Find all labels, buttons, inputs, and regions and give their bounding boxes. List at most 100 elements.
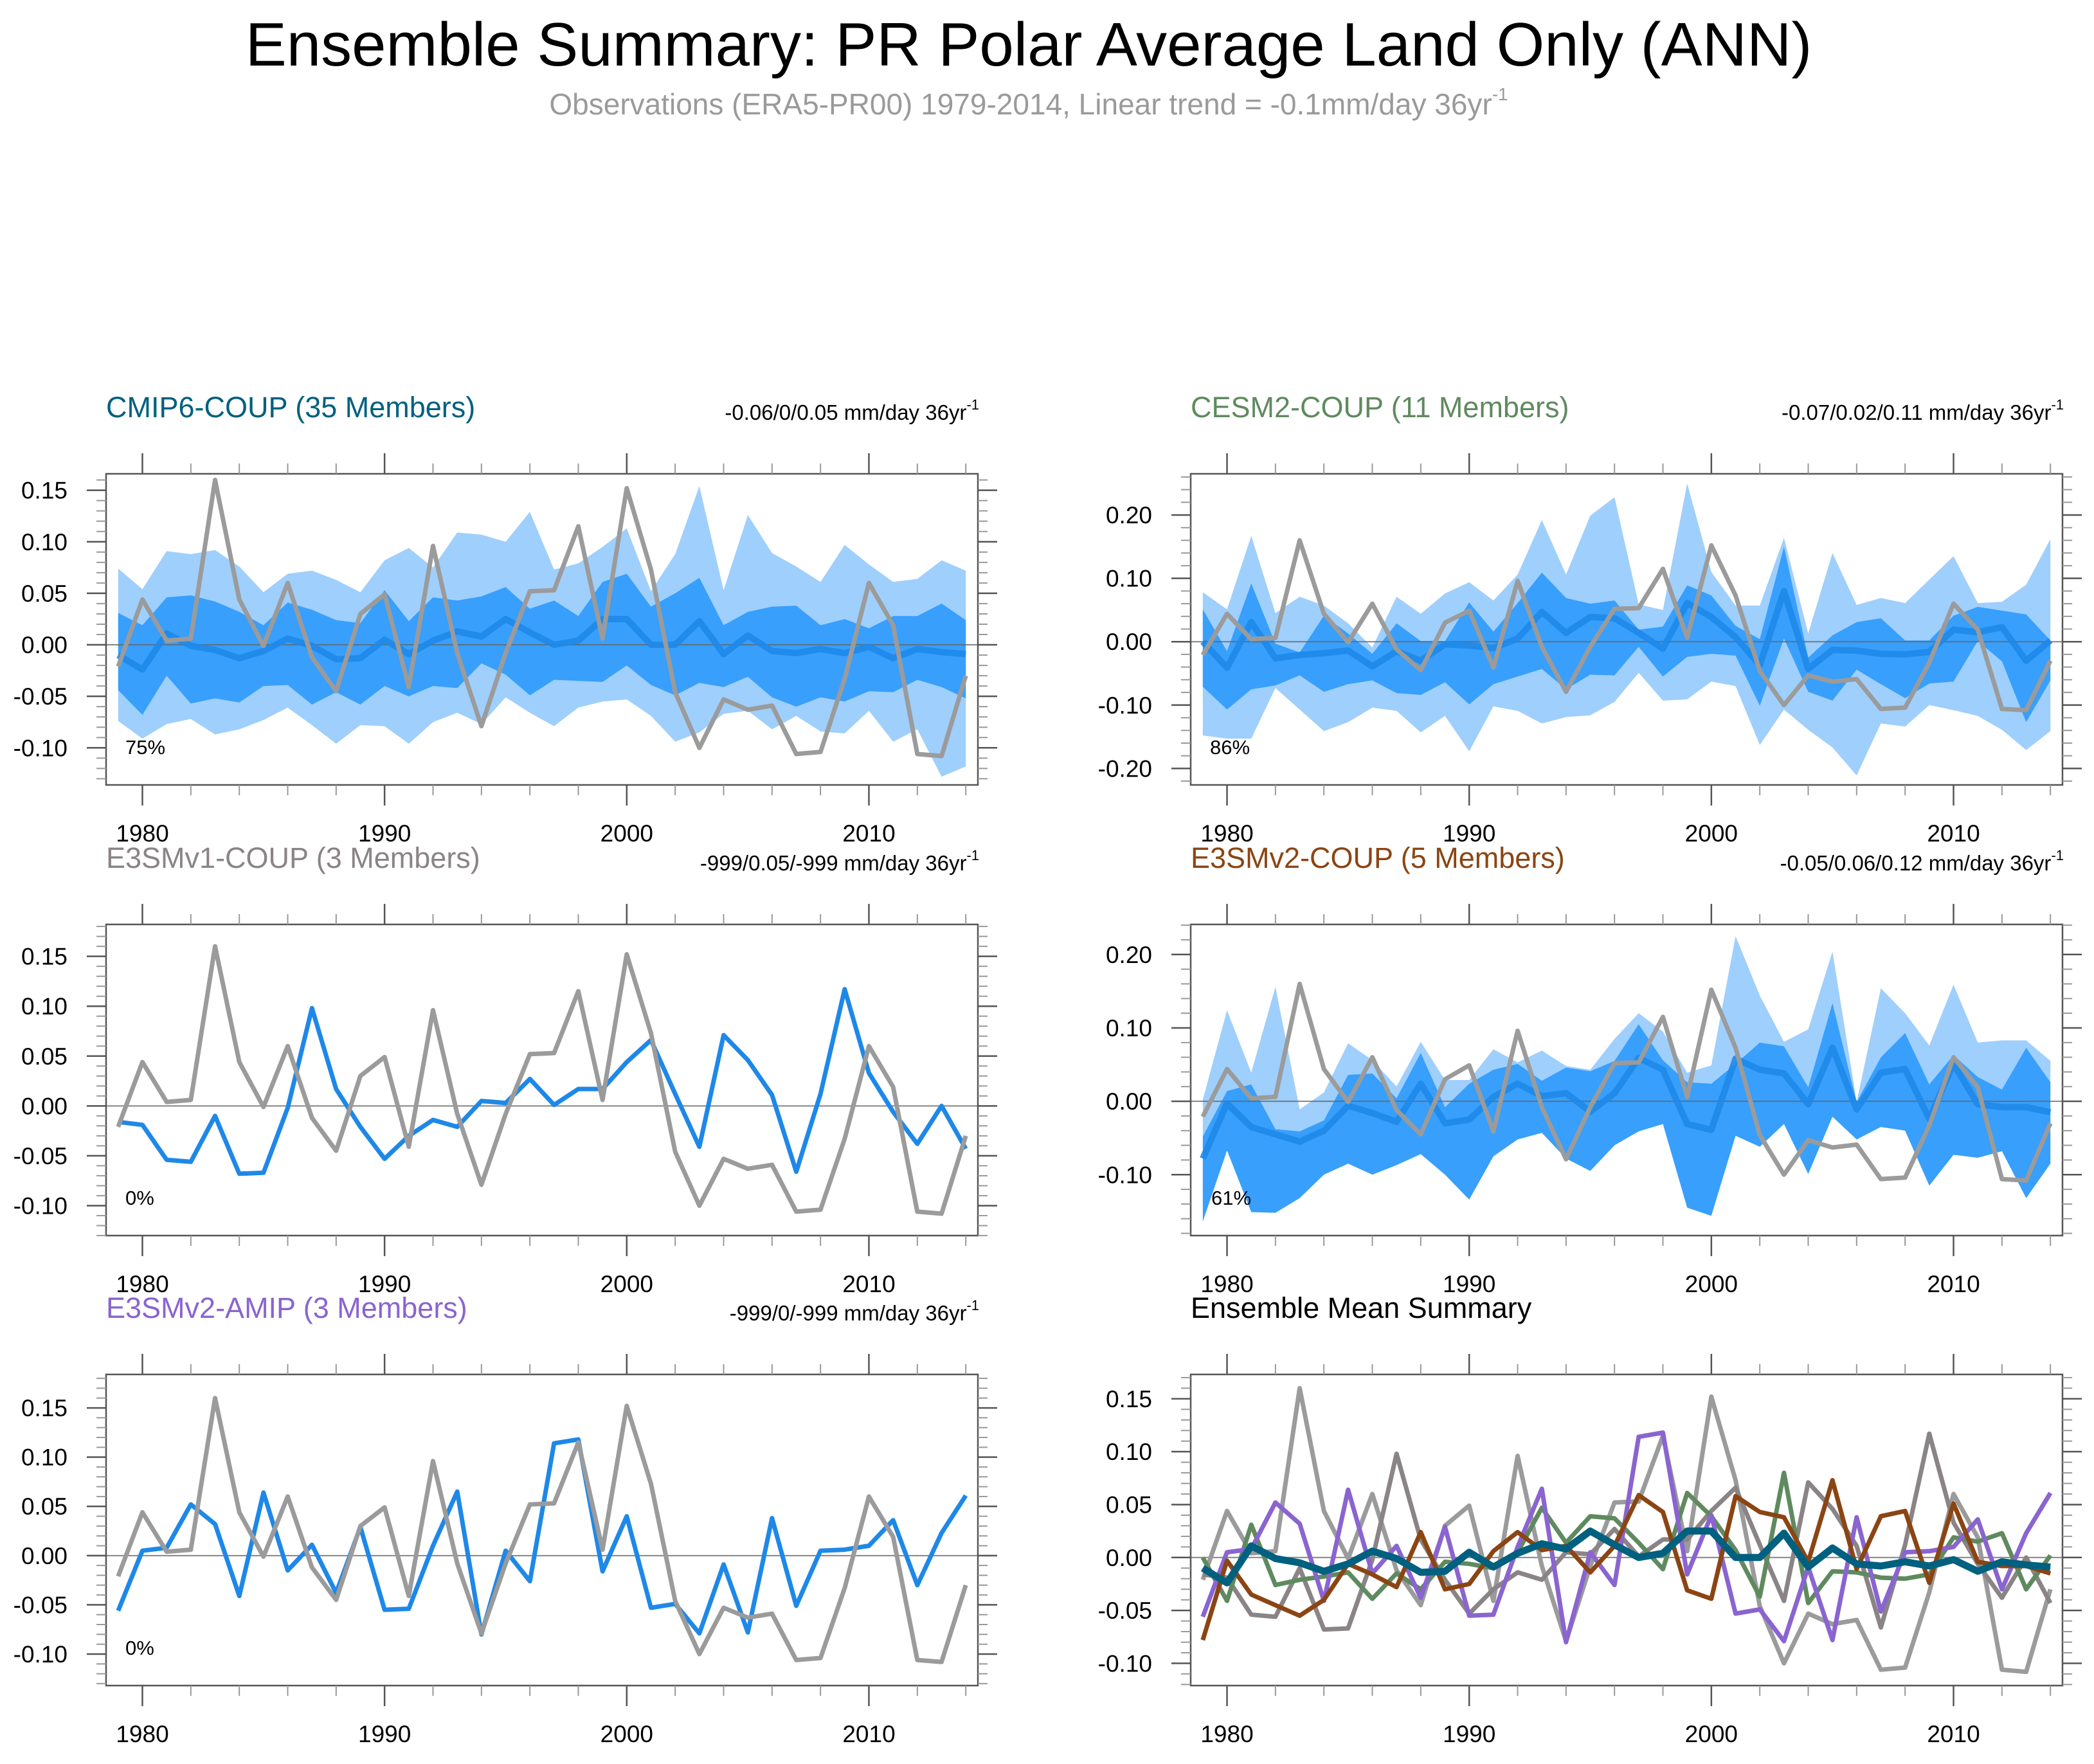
percent-within-spread-label: 0% [125,1187,154,1209]
y-tick-label: -0.05 [14,1143,68,1169]
panel-e3smv2_amip: E3SMv2-AMIP (3 Members) -999/0/-999 mm/da… [14,1292,997,1747]
x-tick-label: 2000 [1685,1721,1738,1747]
y-tick-label: 0.00 [1106,1545,1152,1571]
y-tick-label: 0.00 [21,1543,68,1569]
y-tick-label: 0.15 [21,944,68,970]
y-tick-label: 0.10 [1106,1439,1152,1465]
trend-value: -0.06/0/0.05 mm/day 36yr [725,401,966,424]
percent-within-spread-label: 75% [125,736,165,759]
trend-superscript: -1 [2051,397,2064,413]
panel-e3smv1: E3SMv1-COUP (3 Members) -999/0.05/-999 mm… [14,842,997,1297]
series-line-cmip6-coup-ensemble-mean [116,616,966,673]
plot-area [1191,936,2062,1222]
y-tick-label: 0.20 [1106,502,1152,528]
panel-e3smv2_coup: E3SMv2-COUP (5 Members) -0.05/0.06/0.12 m… [1098,842,2082,1297]
series-line-e3smv2-amip [1200,1430,2053,1644]
panel-title: CMIP6-COUP (35 Members) [106,391,475,424]
x-tick-label: 1980 [1200,1721,1253,1747]
series-line-cesm2-coup-ensemble-mean [1200,588,2053,672]
panel-trend-text: -0.06/0/0.05 mm/day 36yr-1 [725,397,979,424]
trend-value: -0.05/0.06/0.12 mm/day 36yr [1780,851,2052,875]
x-tick-label: 2000 [1685,1271,1738,1297]
plot-frame [105,1373,979,1687]
panel-title: CESM2-COUP (11 Members) [1191,391,1569,424]
y-tick-label: -0.10 [1098,1650,1152,1677]
x-tick-label: 2000 [600,820,653,847]
trend-superscript: -1 [966,1297,979,1313]
x-tick-label: 2000 [600,1721,653,1747]
plot-frame [1189,923,2064,1237]
y-tick-label: 0.10 [21,993,68,1020]
trend-superscript: -1 [2051,847,2064,863]
y-tick-label: 0.00 [1106,629,1152,655]
y-tick-label: 0.15 [1106,1386,1152,1412]
panel-trend-text: -999/0.05/-999 mm/day 36yr-1 [700,847,979,875]
y-tick-label: 0.10 [1106,566,1152,592]
plot-area [106,1396,978,1664]
panels-grid: CMIP6-COUP (35 Members) -0.06/0/0.05 mm/d… [14,391,2082,1747]
y-tick-label: 0.05 [1106,1491,1152,1518]
panel-cmip6: CMIP6-COUP (35 Members) -0.06/0/0.05 mm/d… [14,391,997,847]
plot-area [106,944,978,1216]
panel-trend-text: -999/0/-999 mm/day 36yr-1 [730,1297,979,1325]
band-outer-spread [1202,936,2051,1137]
plot-frame [1189,1373,2064,1687]
percent-within-spread-label: 61% [1211,1187,1251,1209]
trend-value: -999/0/-999 mm/day 36yr [730,1301,967,1325]
plot-area [106,478,978,777]
x-tick-label: 2010 [842,1721,895,1747]
series-line-e3smv2-coup-ensemble-mean [1200,1044,2052,1160]
x-tick-label: 2010 [1927,820,1980,847]
y-tick-label: 0.00 [21,632,68,658]
plot-frame [105,473,979,786]
y-tick-label: -0.20 [1098,755,1152,782]
figure-subtitle-superscript: -1 [1492,84,1508,104]
y-tick-label: -0.05 [14,683,68,710]
trend-value: -0.07/0.02/0.11 mm/day 36yr [1782,401,2051,424]
percent-within-spread-label: 0% [125,1637,154,1659]
panel-title: E3SMv2-COUP (5 Members) [1191,842,1565,874]
y-tick-label: 0.05 [21,580,68,607]
panel-title: E3SMv2-AMIP (3 Members) [106,1292,467,1324]
y-tick-label: -0.10 [1098,692,1152,719]
series-line-cmip6-coup [1200,1527,2051,1587]
series-line-observations-era5-pr00- [116,478,968,759]
series-line-observations-era5-pr00- [116,1396,968,1664]
panel-trend-text: -0.07/0.02/0.11 mm/day 36yr-1 [1782,397,2064,424]
x-tick-label: 2010 [842,1271,895,1297]
plot-frame [105,923,979,1237]
x-tick-label: 2000 [1685,820,1738,847]
x-tick-label: 2010 [1927,1271,1980,1297]
y-tick-label: 0.10 [1106,1015,1152,1041]
x-tick-label: 2000 [600,1271,653,1297]
y-tick-label: 0.05 [21,1043,68,1070]
plot-area [1191,483,2062,776]
series-line-observations-era5-pr00- [1200,982,2053,1183]
percent-within-spread-label: 86% [1210,736,1250,759]
series-line-e3smv2-coup [1200,1478,2052,1641]
series-line-observations-era5-pr00- [116,944,968,1216]
figure-subtitle: Observations (ERA5-PR00) 1979-2014, Line… [549,84,1508,121]
x-tick-label: 1990 [358,1271,411,1297]
y-tick-label: 0.10 [21,529,68,555]
panel-title: E3SMv1-COUP (3 Members) [106,842,480,874]
trend-value: -999/0.05/-999 mm/day 36yr [700,851,967,875]
x-tick-label: 1980 [1200,1271,1253,1297]
series-line-observations-era5-pr00- [1200,538,2053,713]
panel-title: Ensemble Mean Summary [1191,1292,1532,1324]
figure-subtitle-text: Observations (ERA5-PR00) 1979-2014, Line… [549,87,1492,121]
x-tick-label: 1990 [1443,1271,1495,1297]
figure-title: Ensemble Summary: PR Polar Average Land … [246,10,1812,79]
y-tick-label: -0.05 [1098,1598,1152,1624]
x-tick-label: 1980 [116,1721,168,1747]
x-tick-label: 1990 [1443,1721,1495,1747]
y-tick-label: -0.05 [14,1592,68,1618]
y-tick-label: -0.10 [14,1641,68,1668]
x-tick-label: 1990 [1443,820,1495,847]
y-tick-label: 0.20 [1106,942,1152,968]
y-tick-label: 0.05 [21,1493,68,1520]
y-tick-label: 0.00 [1106,1088,1152,1115]
trend-superscript: -1 [966,847,979,863]
y-tick-label: 0.15 [21,478,68,504]
